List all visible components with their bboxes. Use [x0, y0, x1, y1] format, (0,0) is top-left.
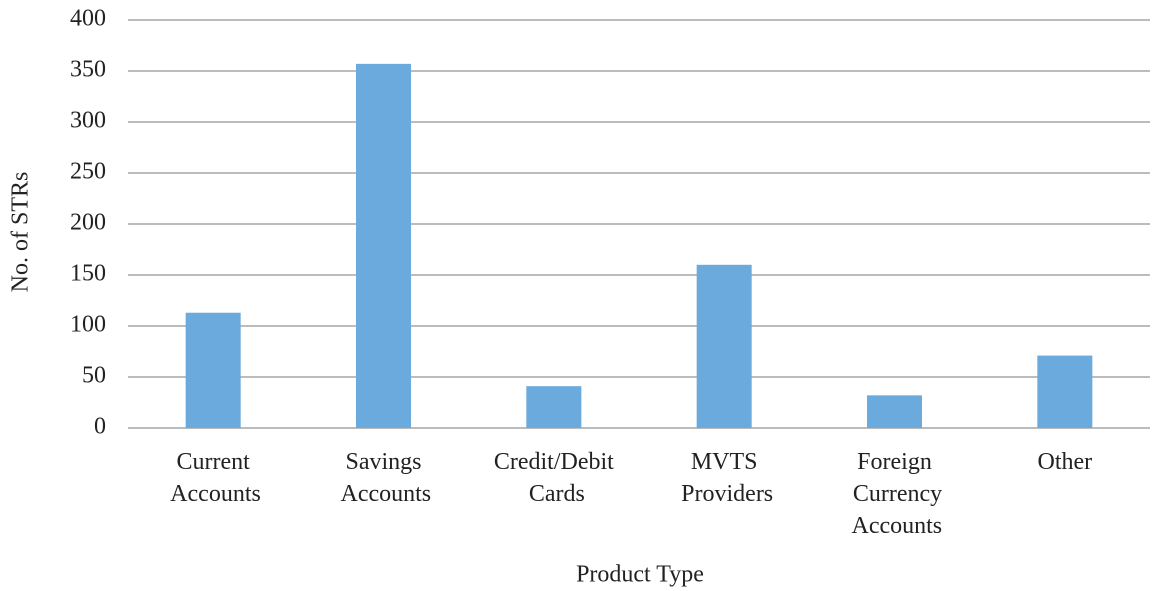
y-tick-label: 300 — [70, 108, 106, 134]
bar — [526, 386, 582, 428]
y-tick-label: 0 — [94, 414, 106, 440]
bar — [1037, 355, 1093, 428]
y-axis-title: No. of STRs — [8, 172, 34, 293]
x-axis-title: Product Type — [576, 562, 704, 588]
y-tick-label: 150 — [70, 261, 106, 287]
x-tick-label: MVTS Providers — [675, 449, 773, 507]
x-tick-label: Foreign Currency Accounts — [847, 449, 942, 539]
y-tick-label: 50 — [82, 363, 106, 389]
bar — [185, 312, 241, 428]
y-tick-label: 200 — [70, 210, 106, 236]
x-tick-label: Current Accounts — [166, 449, 261, 507]
bar — [696, 264, 752, 428]
y-tick-label: 250 — [70, 159, 106, 185]
y-tick-label: 400 — [70, 6, 106, 32]
x-tick-label: Credit/Debit Cards — [494, 449, 614, 507]
bar — [867, 395, 922, 428]
y-tick-label: 100 — [70, 312, 106, 338]
y-tick-label: 350 — [70, 57, 106, 83]
bar — [356, 63, 411, 429]
x-tick-label: Savings Accounts — [336, 449, 431, 507]
x-tick-label: Other — [1038, 449, 1093, 475]
